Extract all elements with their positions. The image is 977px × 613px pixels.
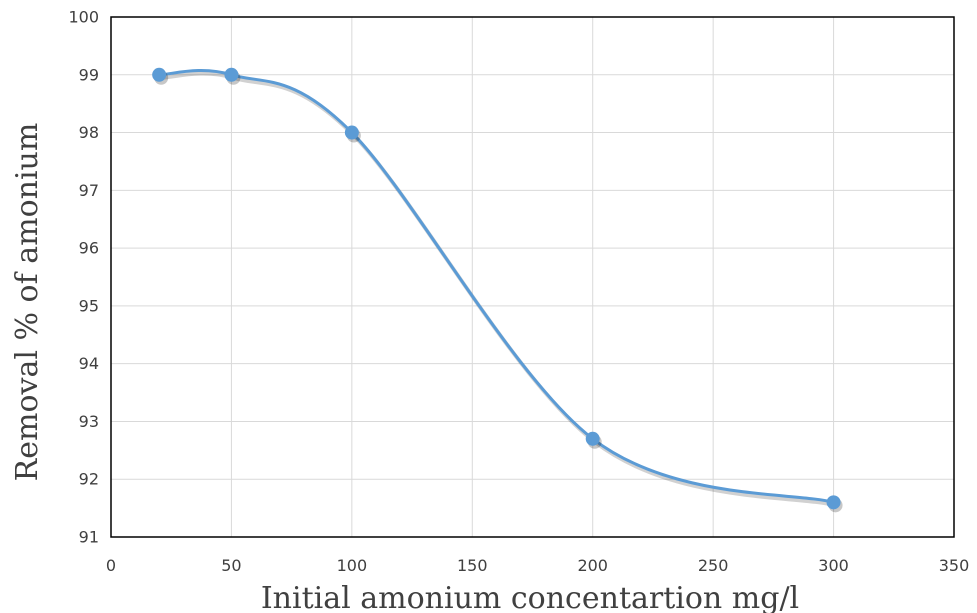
data-point (826, 495, 841, 510)
x-tick-label: 0 (106, 556, 116, 575)
x-tick-label: 250 (698, 556, 729, 575)
series (152, 67, 843, 513)
y-tick-label: 93 (79, 412, 99, 431)
data-point (224, 67, 239, 82)
y-tick-label: 99 (79, 65, 99, 84)
data-point (344, 125, 359, 140)
y-tick-label: 97 (79, 181, 99, 200)
y-tick-label: 92 (79, 470, 99, 489)
x-tick-label: 350 (939, 556, 970, 575)
data-point (585, 431, 600, 446)
series-line (157, 68, 836, 504)
y-tick-label: 98 (79, 123, 99, 142)
y-axis-title: Removal % of amonium (10, 123, 45, 482)
y-tick-label: 95 (79, 296, 99, 315)
x-axis-ticks: 0 50 100 150 200 250 300 350 (106, 556, 969, 575)
x-tick-label: 150 (457, 556, 488, 575)
data-point (152, 67, 167, 82)
y-tick-label: 100 (68, 8, 99, 27)
y-tick-label: 91 (79, 528, 99, 547)
y-tick-label: 94 (79, 354, 99, 373)
x-tick-label: 50 (221, 556, 241, 575)
x-tick-label: 300 (818, 556, 849, 575)
y-tick-label: 96 (79, 239, 99, 258)
grid (110, 16, 955, 538)
series-line-shadow (159, 71, 838, 508)
plot-area-border (110, 16, 955, 538)
y-axis-ticks: 91 92 93 94 95 96 97 98 99 100 (68, 8, 99, 547)
x-axis-title: Initial amonium concentartion mg/l (261, 581, 799, 613)
x-tick-label: 100 (337, 556, 368, 575)
x-tick-label: 200 (577, 556, 608, 575)
